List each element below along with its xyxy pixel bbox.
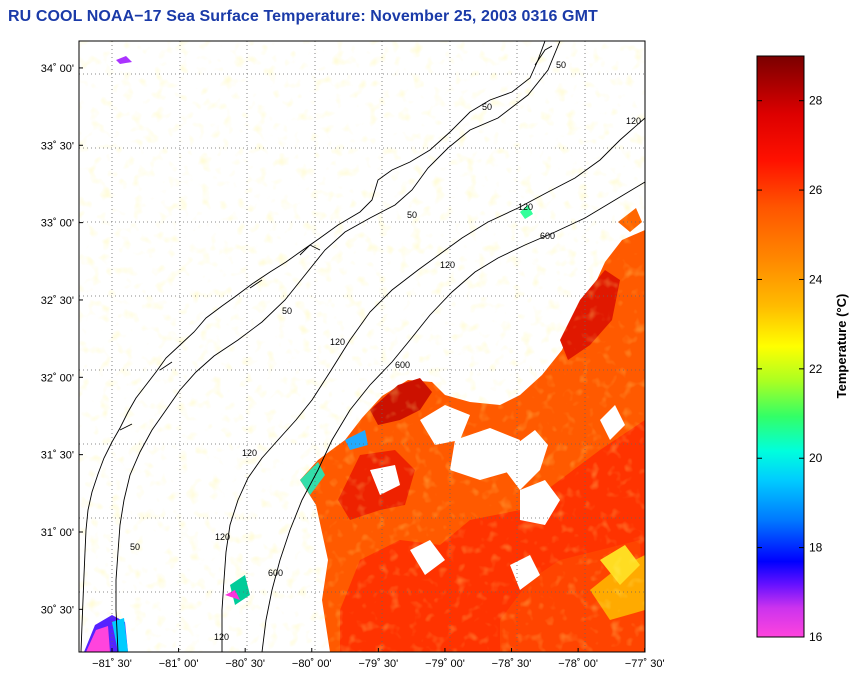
colorbar-tick-label: 26 — [809, 183, 823, 197]
lon-tick-label: −79˚ 30' — [358, 658, 398, 670]
lat-tick-label: 33˚ 00' — [41, 218, 74, 230]
longitude-axis: −81˚ 30' −81˚ 00' −80˚ 30' −80˚ 00' −79˚ 30'… — [92, 648, 665, 670]
lat-tick-label: 34˚ 00' — [41, 63, 74, 75]
lon-tick-label: −79˚ 00' — [425, 658, 465, 670]
latitude-axis: 34˚ 00' 33˚ 30' 33˚ 00' 32˚ 30' 32˚ 00' 31˚ 3… — [41, 63, 83, 616]
lon-tick-label: −80˚ 30' — [225, 658, 265, 670]
isobath-600 — [261, 181, 645, 652]
contour-label: 120 — [440, 260, 455, 270]
lat-tick-label: 31˚ 30' — [41, 450, 74, 462]
contour-label: 120 — [215, 532, 230, 542]
lon-tick-label: −81˚ 00' — [159, 658, 199, 670]
colorbar-gradient — [756, 55, 805, 638]
contour-label: 600 — [395, 360, 410, 370]
lat-tick-label: 32˚ 00' — [41, 372, 74, 384]
lon-tick-label: −81˚ 30' — [92, 658, 132, 670]
contour-label: 120 — [214, 632, 229, 642]
contour-labels: 50 50 50 50 50 120 120 120 120 120 120 1… — [130, 60, 641, 642]
colorbar-tick-label: 28 — [809, 94, 823, 108]
lat-tick-label: 31˚ 00' — [41, 527, 74, 539]
colorbar-tick-label: 24 — [809, 272, 823, 286]
contour-label: 50 — [282, 306, 292, 316]
colorbar-title: Temperature (°C) — [834, 294, 849, 399]
coastline — [80, 41, 546, 652]
lon-tick-label: −77˚ 30' — [625, 658, 665, 670]
isobath-50 — [115, 41, 561, 652]
colorbar-tick-label: 16 — [809, 630, 823, 644]
contour-label: 50 — [556, 60, 566, 70]
lon-tick-label: −78˚ 30' — [492, 658, 532, 670]
contour-label: 600 — [268, 568, 283, 578]
map-title: RU COOL NOAA−17 Sea Surface Temperature:… — [8, 8, 598, 25]
colorbar-tick-label: 20 — [809, 451, 823, 465]
contour-label: 120 — [330, 337, 345, 347]
colorbar-tick-label: 18 — [809, 541, 823, 555]
contour-label: 50 — [482, 102, 492, 112]
contour-label: 50 — [407, 210, 417, 220]
lat-tick-label: 30˚ 30' — [41, 604, 74, 616]
colorbar: 16 18 20 22 24 26 28 Temperature (°C) — [756, 55, 849, 644]
contour-label: 120 — [242, 448, 257, 458]
contour-label: 120 — [518, 202, 533, 212]
contour-label: 120 — [626, 116, 641, 126]
contour-label: 50 — [130, 542, 140, 552]
contour-label: 600 — [540, 231, 555, 241]
lat-tick-label: 32˚ 30' — [41, 295, 74, 307]
lat-tick-label: 33˚ 30' — [41, 140, 74, 152]
colorbar-tick-label: 22 — [809, 362, 823, 376]
isobath-120 — [221, 117, 645, 652]
lon-tick-label: −78˚ 00' — [558, 658, 598, 670]
lon-tick-label: −80˚ 00' — [292, 658, 332, 670]
